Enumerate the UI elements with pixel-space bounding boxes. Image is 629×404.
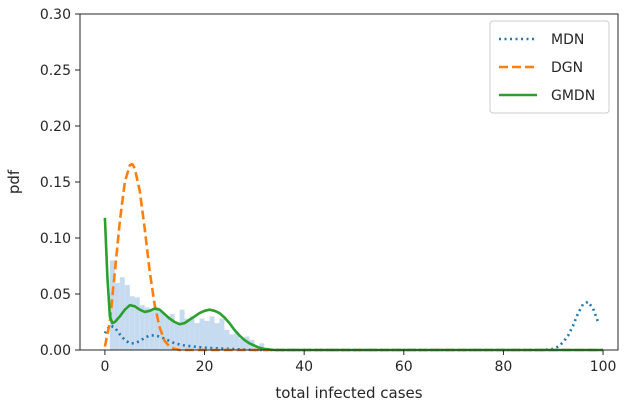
histogram-bar (164, 316, 170, 350)
histogram-bar (154, 307, 160, 350)
histogram-bar (224, 329, 230, 350)
series-line-gmdn (103, 217, 604, 352)
histogram-bar (239, 338, 245, 350)
y-tick-label: 0.15 (40, 175, 71, 191)
x-axis: 0 20 40 60 80 100 (100, 350, 616, 375)
histogram-bar (129, 296, 135, 350)
y-axis-label: pdf (5, 169, 23, 194)
legend-label-gmdn: GMDN (551, 88, 595, 104)
histogram-bar (244, 336, 250, 350)
histogram-bar (124, 285, 130, 350)
y-tick-label: 0.00 (40, 343, 71, 359)
histogram-bar (179, 309, 185, 350)
y-tick-label: 0.25 (40, 63, 71, 79)
histogram-bar (209, 316, 215, 350)
x-tick-label: 40 (295, 359, 313, 375)
histogram-bar (214, 323, 220, 350)
x-tick-label: 60 (395, 359, 413, 375)
x-tick-label: 0 (100, 359, 109, 375)
histogram-bar (169, 314, 175, 350)
y-tick-label: 0.05 (40, 287, 71, 303)
x-tick-label: 100 (590, 359, 617, 375)
histogram-bar (149, 309, 155, 350)
histogram-bar (184, 318, 190, 350)
series-line-mdn (103, 300, 600, 352)
histogram-bar (259, 343, 265, 350)
histogram-bar (199, 318, 205, 350)
legend: MDN DGN GMDN (489, 20, 610, 114)
histogram-bar (189, 316, 195, 350)
y-tick-label: 0.10 (40, 231, 71, 247)
y-axis: 0.00 0.05 0.10 0.15 0.20 0.25 0.30 (40, 7, 80, 359)
histogram-bar (234, 332, 240, 350)
legend-label-dgn: DGN (551, 60, 583, 76)
x-tick-label: 20 (196, 359, 214, 375)
histogram-bar (134, 297, 140, 350)
histogram-bar (114, 282, 120, 350)
histogram-bar (144, 307, 150, 350)
y-tick-label: 0.30 (40, 7, 71, 23)
legend-label-mdn: MDN (551, 32, 584, 48)
series-line-dgn (103, 162, 604, 352)
histogram-bar (174, 323, 180, 350)
histogram-bar (139, 305, 145, 350)
x-tick-label: 80 (495, 359, 513, 375)
y-tick-label: 0.20 (40, 119, 71, 135)
series-lines (103, 162, 604, 352)
histogram-bar (194, 323, 200, 350)
histogram-bar (219, 318, 225, 350)
histogram-bar (229, 334, 235, 350)
x-axis-label: total infected cases (275, 384, 422, 402)
legend-box (489, 20, 610, 114)
histogram-bar (204, 320, 210, 350)
